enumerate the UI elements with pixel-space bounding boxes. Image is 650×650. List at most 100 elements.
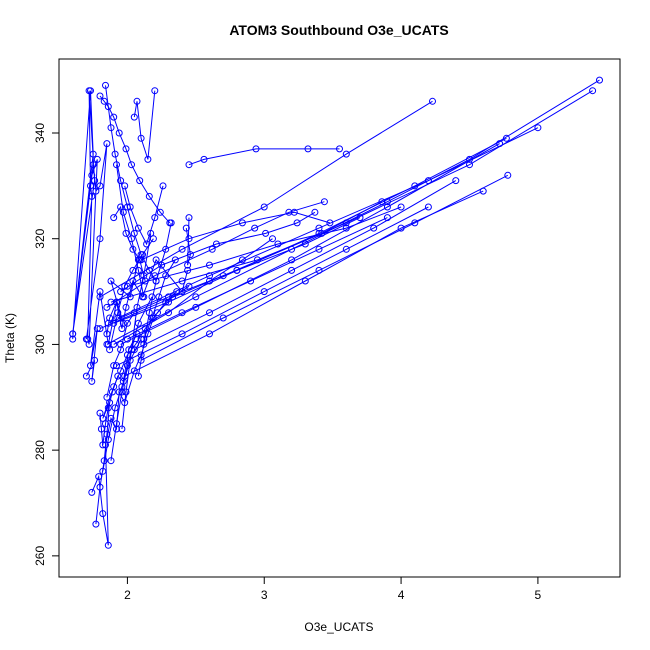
data-point (212, 240, 220, 248)
data-point (130, 309, 138, 317)
data-point (140, 272, 148, 280)
data-point (87, 362, 94, 370)
series-6 (96, 92, 174, 227)
x-tick-label: 2 (124, 588, 131, 602)
data-point (206, 272, 213, 280)
data-point (186, 251, 194, 259)
data-point (110, 362, 118, 370)
data-point (136, 177, 144, 185)
data-point (262, 229, 270, 237)
data-point (107, 277, 115, 285)
data-point (103, 393, 111, 401)
data-point (140, 335, 148, 343)
data-point (178, 245, 186, 253)
data-point (149, 235, 157, 243)
data-point (185, 235, 193, 243)
series-37 (106, 235, 157, 354)
series-line (116, 206, 429, 367)
data-point (206, 261, 213, 269)
series-26 (137, 171, 512, 364)
data-point (123, 335, 131, 343)
series-8 (130, 87, 159, 163)
series-line (124, 190, 484, 377)
data-point (69, 330, 77, 338)
data-point (122, 388, 130, 396)
data-point (171, 256, 179, 264)
data-point (96, 92, 104, 100)
data-point (106, 346, 114, 354)
data-point (113, 161, 120, 169)
data-point (96, 288, 104, 296)
series-19 (107, 198, 386, 306)
series-34 (107, 293, 156, 465)
data-point (219, 314, 227, 322)
data-point (269, 235, 276, 243)
data-point (140, 293, 148, 301)
data-point (113, 420, 120, 428)
data-point (326, 219, 334, 227)
data-point (290, 208, 298, 216)
data-point (121, 182, 129, 190)
data-point (123, 362, 131, 370)
data-point (219, 272, 227, 280)
series-36 (134, 219, 175, 380)
series-line (127, 206, 402, 287)
data-point (134, 372, 142, 380)
series-17 (137, 208, 334, 264)
series-28 (103, 76, 603, 348)
series-line (99, 95, 171, 224)
data-point (342, 245, 350, 253)
series-line (113, 205, 146, 282)
data-point (122, 145, 130, 153)
data-point (162, 272, 170, 280)
y-tick-label: 260 (33, 546, 47, 566)
data-point (534, 124, 542, 132)
y-tick-label: 320 (33, 228, 47, 248)
data-point (144, 155, 152, 163)
x-tick-label: 4 (398, 588, 405, 602)
data-point (133, 97, 141, 105)
data-point (192, 293, 200, 301)
data-point (397, 224, 405, 232)
data-point (110, 319, 118, 327)
data-point (111, 150, 119, 158)
data-point (342, 150, 350, 158)
data-point (184, 261, 192, 269)
data-point (117, 177, 125, 185)
data-point (118, 388, 126, 396)
series-25 (113, 203, 432, 370)
data-point (182, 224, 190, 232)
data-point (145, 192, 153, 200)
data-point (102, 420, 109, 428)
data-point (145, 309, 153, 317)
series-33 (99, 335, 145, 475)
data-point (134, 224, 142, 232)
data-point (137, 134, 145, 142)
series-21 (96, 97, 436, 301)
data-point (233, 266, 241, 274)
series-layer (69, 76, 603, 549)
series-35 (118, 229, 155, 433)
y-axis: 260 280 300 320 340 (33, 123, 60, 566)
series-15 (117, 208, 319, 296)
data-point (89, 150, 97, 158)
series-line (143, 259, 176, 340)
data-point (88, 171, 96, 179)
data-point (123, 319, 131, 327)
data-point (397, 203, 405, 211)
data-point (103, 340, 111, 348)
data-point (99, 467, 107, 475)
series-29 (96, 87, 597, 333)
data-point (128, 161, 135, 169)
data-point (91, 356, 99, 364)
data-point (107, 457, 115, 465)
data-point (117, 203, 125, 211)
y-tick-label: 280 (33, 440, 47, 460)
data-point (139, 251, 146, 259)
data-point (596, 76, 603, 84)
data-point (429, 97, 436, 105)
series-27 (121, 187, 487, 380)
data-point (122, 303, 130, 311)
data-point (104, 436, 112, 444)
series-32 (103, 309, 138, 401)
